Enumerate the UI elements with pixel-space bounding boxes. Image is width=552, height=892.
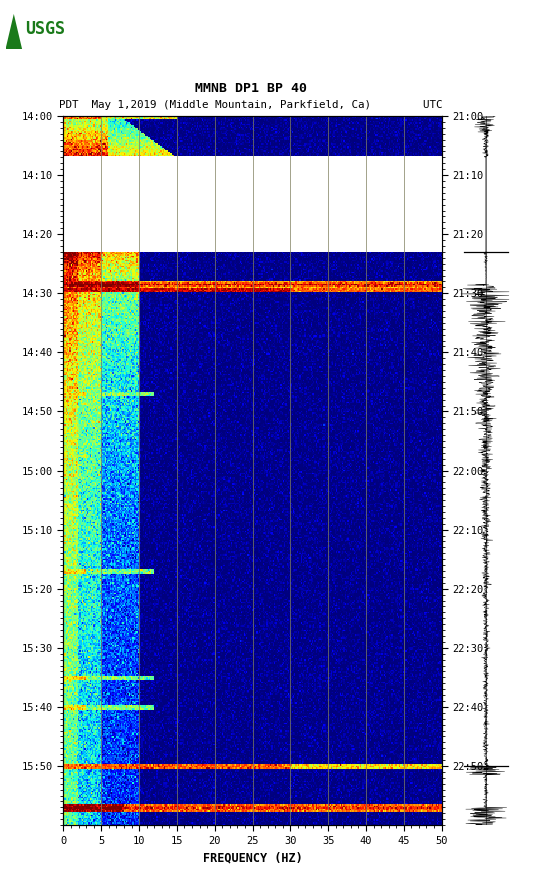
Bar <box>63 157 442 252</box>
X-axis label: FREQUENCY (HZ): FREQUENCY (HZ) <box>203 851 302 864</box>
Text: PDT  May 1,2019 (Middle Mountain, Parkfield, Ca)        UTC: PDT May 1,2019 (Middle Mountain, Parkfie… <box>60 100 443 110</box>
Polygon shape <box>6 14 22 49</box>
Text: MMNB DP1 BP 40: MMNB DP1 BP 40 <box>195 82 307 95</box>
Text: USGS: USGS <box>25 20 65 38</box>
